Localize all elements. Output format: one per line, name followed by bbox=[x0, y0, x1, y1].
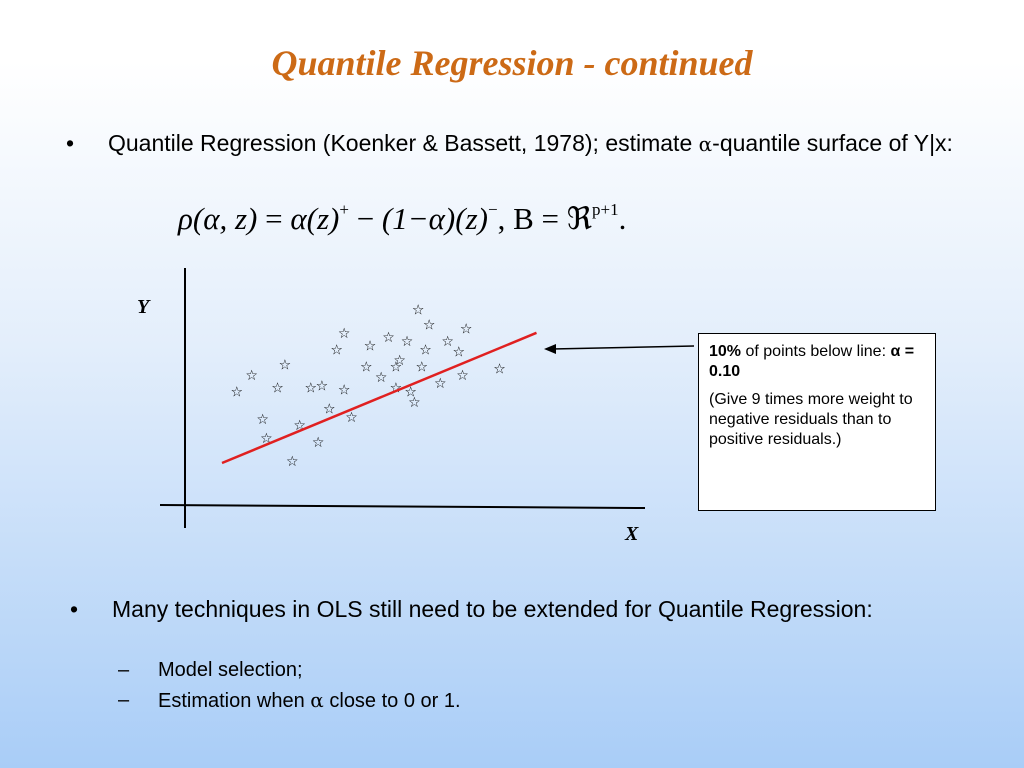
callout-alpha: α = 0.10 bbox=[709, 343, 915, 380]
bullet-text: Quantile Regression (Koenker & Bassett, … bbox=[108, 130, 988, 158]
callout-line1: 10% of points below line: α = 0.10 bbox=[709, 342, 925, 382]
data-point-star: ☆ bbox=[360, 359, 373, 375]
data-point-star: ☆ bbox=[404, 385, 417, 401]
data-point-star: ☆ bbox=[393, 353, 406, 369]
data-point-star: ☆ bbox=[256, 412, 269, 428]
data-point-star: ☆ bbox=[408, 395, 421, 411]
alpha-symbol: α bbox=[310, 688, 324, 712]
data-point-star: ☆ bbox=[390, 359, 403, 375]
x-axis-label: X bbox=[624, 523, 639, 545]
formula-beta: B bbox=[513, 201, 534, 236]
data-point-star: ☆ bbox=[456, 368, 469, 384]
formula-lhs: (α, z) bbox=[192, 201, 258, 236]
callout-box: 10% of points below line: α = 0.10 (Give… bbox=[698, 333, 936, 511]
data-point-star: ☆ bbox=[338, 383, 351, 399]
formula-comma: , bbox=[497, 201, 514, 236]
formula-part2: (1−α)(z) bbox=[381, 201, 488, 236]
data-point-star: ☆ bbox=[434, 376, 447, 392]
formula-sup-plus: + bbox=[339, 200, 349, 219]
quantile-regression-line bbox=[221, 331, 537, 465]
data-point-star: ☆ bbox=[441, 334, 454, 350]
bullet-text: Many techniques in OLS still need to be … bbox=[112, 596, 873, 622]
callout-arrow-head bbox=[544, 344, 556, 354]
formula-minus: − bbox=[348, 201, 382, 236]
data-point-star: ☆ bbox=[286, 454, 299, 470]
data-point-star: ☆ bbox=[345, 410, 358, 426]
sub-item-text: Model selection; bbox=[158, 659, 303, 681]
alpha-symbol: α bbox=[698, 132, 713, 156]
data-point-star: ☆ bbox=[493, 362, 506, 378]
formula-real: ℜ bbox=[566, 201, 592, 236]
callout-line2: (Give 9 times more weight to negative re… bbox=[709, 391, 913, 448]
data-point-star: ☆ bbox=[382, 330, 395, 346]
data-point-star: ☆ bbox=[338, 326, 351, 342]
check-function-formula: ρ(α, z) = α(z)+ − (1−α)(z)−, B = ℜp+1. bbox=[178, 200, 626, 237]
data-point-star: ☆ bbox=[453, 345, 466, 361]
data-point-star: ☆ bbox=[423, 317, 436, 333]
bullet-text-suffix: -quantile surface of Y|x: bbox=[712, 130, 953, 156]
bullet-marker: • bbox=[66, 130, 75, 156]
data-point-star: ☆ bbox=[401, 334, 414, 350]
data-point-star: ☆ bbox=[412, 303, 425, 319]
data-point-star: ☆ bbox=[316, 378, 329, 394]
formula-part1: α(z) bbox=[290, 201, 340, 236]
data-point-star: ☆ bbox=[375, 370, 388, 386]
bullet-marker: • bbox=[70, 596, 79, 622]
callout-text1: of points below line: bbox=[741, 343, 891, 360]
scatter-points: ☆☆☆☆☆☆☆☆☆☆ ☆☆☆☆☆☆☆☆☆☆☆☆☆☆☆☆☆☆☆☆☆☆☆☆☆☆ bbox=[231, 303, 506, 470]
data-point-star: ☆ bbox=[419, 343, 432, 359]
data-point-star: ☆ bbox=[245, 368, 258, 384]
data-point-star: ☆ bbox=[279, 357, 292, 373]
bullet-text-prefix: Quantile Regression (Koenker & Bassett, … bbox=[108, 130, 699, 156]
slide-title: Quantile Regression - continued bbox=[271, 43, 753, 83]
formula-eq: = bbox=[257, 201, 291, 236]
data-point-star: ☆ bbox=[312, 435, 325, 451]
data-point-star: ☆ bbox=[231, 385, 244, 401]
formula-eq2: = bbox=[533, 201, 567, 236]
sub-item-text-suffix: close to 0 or 1. bbox=[323, 690, 461, 712]
data-point-star: ☆ bbox=[305, 380, 318, 396]
data-point-star: ☆ bbox=[323, 401, 336, 417]
data-point-star: ☆ bbox=[271, 380, 284, 396]
formula-sup-minus: − bbox=[487, 200, 498, 219]
callout-percent: 10% bbox=[709, 343, 742, 360]
data-point-star: ☆ bbox=[364, 338, 377, 354]
x-axis bbox=[159, 504, 646, 509]
formula-rho: ρ bbox=[178, 201, 193, 236]
callout-arrow-line bbox=[551, 345, 695, 350]
sub-item-marker: – bbox=[118, 659, 130, 681]
formula-period: . bbox=[618, 201, 627, 236]
sub-item-text: Estimation when α close to 0 or 1. bbox=[158, 688, 461, 713]
data-point-star: ☆ bbox=[416, 359, 429, 375]
data-point-star: ☆ bbox=[330, 343, 343, 359]
data-point-star: ☆ bbox=[460, 322, 473, 338]
sub-item-marker: – bbox=[118, 689, 130, 711]
y-axis-label: Y bbox=[137, 296, 151, 318]
sub-item-text-prefix: Estimation when bbox=[158, 690, 311, 712]
formula-sup-p1: p+1 bbox=[591, 200, 619, 219]
